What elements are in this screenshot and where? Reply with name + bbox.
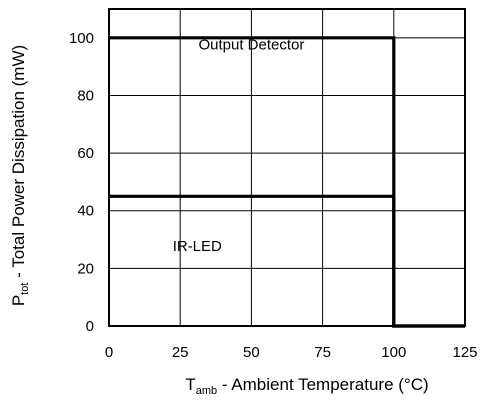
plot-frame	[108, 8, 466, 327]
x-tick-label: 25	[172, 344, 189, 361]
y-axis-title-main: P	[9, 295, 28, 306]
x-axis-title-main: T	[185, 375, 195, 394]
x-tick-label: 125	[452, 344, 477, 361]
y-tick-label: 20	[77, 260, 94, 277]
y-axis-title: Ptot - Total Power Dissipation (mW)	[9, 45, 31, 306]
series-group	[109, 36, 465, 328]
x-axis-title-rest: - Ambient Temperature (°C)	[217, 375, 429, 394]
annotation-output-detector: Output Detector	[198, 36, 304, 53]
x-axis-title: Tamb - Ambient Temperature (°C)	[185, 375, 428, 397]
series-line-output-detector	[109, 36, 465, 328]
y-axis-title-sub: tot	[19, 283, 31, 295]
y-tick-label: 0	[86, 318, 94, 335]
x-tick-label: 0	[105, 344, 113, 361]
y-tick-label: 60	[77, 145, 94, 162]
y-tick-label: 80	[77, 87, 94, 104]
annotations: Output Detector IR-LED	[173, 36, 305, 255]
x-axis-title-sub: amb	[196, 385, 217, 397]
y-axis-title-rest: - Total Power Dissipation (mW)	[9, 45, 28, 283]
x-tick-label: 75	[314, 344, 331, 361]
grid	[108, 9, 466, 327]
y-tick-labels: 0 20 40 60 80 100	[69, 30, 94, 335]
x-tick-label: 100	[381, 344, 406, 361]
y-tick-label: 40	[77, 203, 94, 220]
x-tick-labels: 0 25 50 75 100 125	[105, 344, 478, 361]
annotation-ir-led: IR-LED	[173, 238, 222, 255]
y-tick-label: 100	[69, 30, 94, 47]
x-tick-label: 50	[243, 344, 260, 361]
series-line-ir-led	[109, 194, 465, 328]
